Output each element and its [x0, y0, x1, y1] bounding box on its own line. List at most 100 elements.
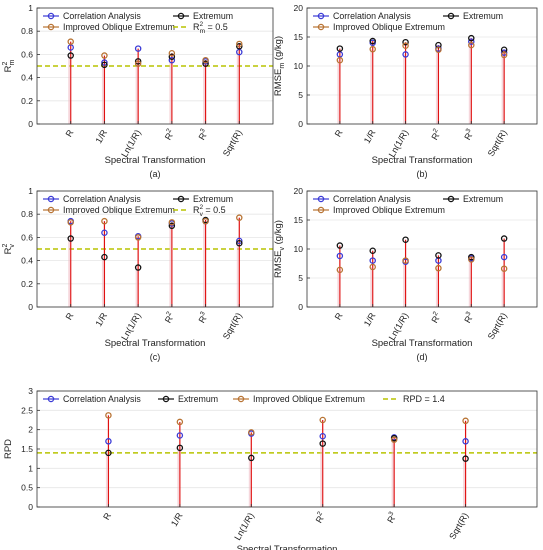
legend-marker — [47, 23, 55, 31]
x-tick-label: R2 — [162, 310, 177, 325]
y-tick-label: 0.5 — [21, 483, 33, 493]
x-tick-label: R2 — [313, 510, 328, 525]
legend-marker — [47, 195, 55, 203]
legend-marker — [317, 23, 325, 31]
x-tick-label: R — [333, 128, 345, 139]
legend-label: Improved Oblique Extremum — [63, 205, 175, 215]
x-axis-label: Spectral Transformation — [372, 155, 473, 166]
svg-text:RMSEm (g/kg): RMSEm (g/kg) — [273, 36, 286, 96]
legend-label: Extremum — [178, 394, 218, 404]
marker-improved — [468, 256, 475, 263]
marker-improved — [468, 41, 475, 49]
marker-correlation — [168, 56, 176, 64]
chart-panel-e: 0 0.5 1 1.5 2 2.5 3 R 1/R Ln(1/R) R2 R3 Sqrt(R) RPD Sp… — [3, 386, 538, 550]
legend-marker — [317, 195, 325, 203]
marker-improved — [202, 56, 209, 64]
legend-marker — [177, 195, 185, 203]
axes-frame — [36, 390, 538, 508]
marker-extremum — [202, 60, 209, 67]
axes-frame — [306, 190, 538, 308]
marker-extremum — [134, 58, 142, 65]
legend-marker — [237, 395, 245, 403]
x-tick-label: Sqrt(R) — [221, 311, 244, 341]
svg-text:R3: R3 — [461, 127, 476, 142]
svg-text:Sqrt(R): Sqrt(R) — [221, 311, 244, 341]
x-tick-label: R3 — [461, 310, 476, 325]
legend-label: Correlation Analysis — [63, 394, 141, 404]
legend-item: R2 v = 0.5 — [173, 204, 226, 218]
marker-correlation — [369, 257, 376, 264]
marker-improved — [248, 429, 255, 436]
marker-correlation — [462, 438, 469, 445]
y-tick-label: 1.5 — [21, 444, 33, 454]
legend-marker — [317, 12, 325, 20]
marker-extremum — [134, 264, 142, 271]
y-tick-label: 0.2 — [21, 279, 33, 289]
y-axis-label: RMSEv (g/kg) — [273, 220, 286, 278]
legend-item: Extremum — [443, 11, 503, 21]
legend-marker — [447, 195, 455, 203]
marker-improved — [67, 219, 74, 226]
y-tick-label: 2.5 — [21, 405, 33, 415]
legend-label: Extremum — [463, 11, 503, 21]
marker-correlation — [176, 432, 184, 439]
svg-text:R3: R3 — [461, 310, 476, 325]
legend-item: Correlation Analysis — [313, 11, 411, 21]
svg-text:R: R — [64, 311, 76, 322]
marker-improved — [319, 416, 326, 424]
legend-item: Extremum — [173, 194, 233, 204]
x-tick-label: Sqrt(R) — [486, 128, 509, 158]
svg-text:Ln(1/R): Ln(1/R) — [232, 511, 256, 542]
x-tick-label: R — [101, 511, 113, 522]
y-tick-label: 0.2 — [21, 96, 33, 106]
svg-text:R3: R3 — [196, 310, 211, 325]
y-tick-label: 0 — [298, 119, 303, 129]
svg-text:R2: R2 — [162, 310, 177, 325]
x-tick-label: R2 — [163, 127, 175, 142]
y-tick-label: 1 — [28, 463, 33, 473]
y-tick-label: 20 — [294, 3, 304, 13]
svg-text:R3: R3 — [384, 510, 399, 525]
marker-improved — [500, 265, 508, 272]
marker-improved — [176, 418, 184, 426]
legend-item: Improved Oblique Extremum — [313, 22, 445, 32]
legend-label: Correlation Analysis — [333, 194, 411, 204]
y-tick-label: 5 — [298, 273, 303, 283]
y-tick-label: 0 — [298, 302, 303, 312]
x-tick-label: R3 — [196, 310, 211, 325]
y-tick-label: 20 — [294, 186, 304, 196]
marker-improved — [105, 412, 112, 419]
panel-label: (b) — [417, 169, 428, 179]
marker-extremum — [67, 235, 74, 242]
marker-improved — [402, 257, 409, 264]
x-tick-label: 1/R — [93, 128, 109, 146]
marker-improved — [435, 264, 442, 272]
marker-improved — [168, 49, 176, 57]
axes-frame — [306, 7, 538, 125]
legend-marker — [47, 12, 55, 20]
y-tick-label: 0.8 — [21, 209, 33, 219]
marker-extremum — [67, 52, 74, 59]
marker-extremum — [402, 38, 409, 46]
y-tick-label: 0 — [28, 502, 33, 512]
y-tick-label: 15 — [294, 215, 304, 225]
marker-improved — [101, 52, 108, 59]
marker-improved — [134, 60, 142, 67]
marker-extremum — [168, 222, 176, 230]
marker-extremum — [319, 440, 326, 447]
legend-item: R2 m = 0.5 — [173, 21, 228, 35]
legend-item: Improved Oblique Extremum — [233, 394, 365, 404]
legend-label: R2 m = 0.5 — [193, 21, 228, 35]
marker-improved — [336, 266, 344, 274]
legend-label: Improved Oblique Extremum — [253, 394, 365, 404]
marker-correlation — [101, 59, 108, 66]
x-tick-label: 1/R — [169, 511, 185, 529]
y-axis-label: R2m — [2, 60, 16, 73]
marker-improved — [390, 436, 398, 443]
legend-label: RPD = 1.4 — [403, 394, 445, 404]
svg-text:R2: R2 — [313, 510, 328, 525]
